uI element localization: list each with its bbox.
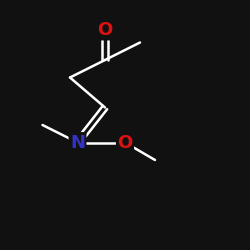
Text: N: N <box>70 134 85 152</box>
Text: O: O <box>98 21 112 39</box>
Text: O: O <box>118 134 132 152</box>
